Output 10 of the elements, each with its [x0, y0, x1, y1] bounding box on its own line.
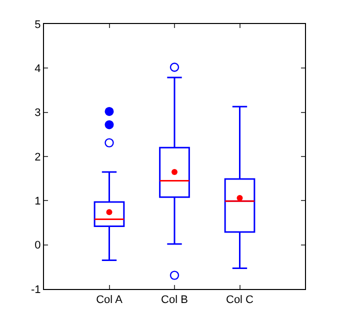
y-tick-label: -1: [31, 284, 41, 296]
y-tick-label: 4: [34, 63, 41, 76]
x-tick-label: Col B: [161, 294, 188, 306]
x-tick-label: Col C: [226, 294, 254, 306]
y-tick-label: 3: [34, 107, 41, 120]
y-tick-label: 1: [34, 196, 41, 208]
y-tick-label: 0: [34, 240, 41, 252]
x-tick-label: Col A: [96, 294, 124, 306]
y-tick-label: 5: [34, 18, 41, 31]
y-tick-label: 2: [34, 151, 41, 164]
